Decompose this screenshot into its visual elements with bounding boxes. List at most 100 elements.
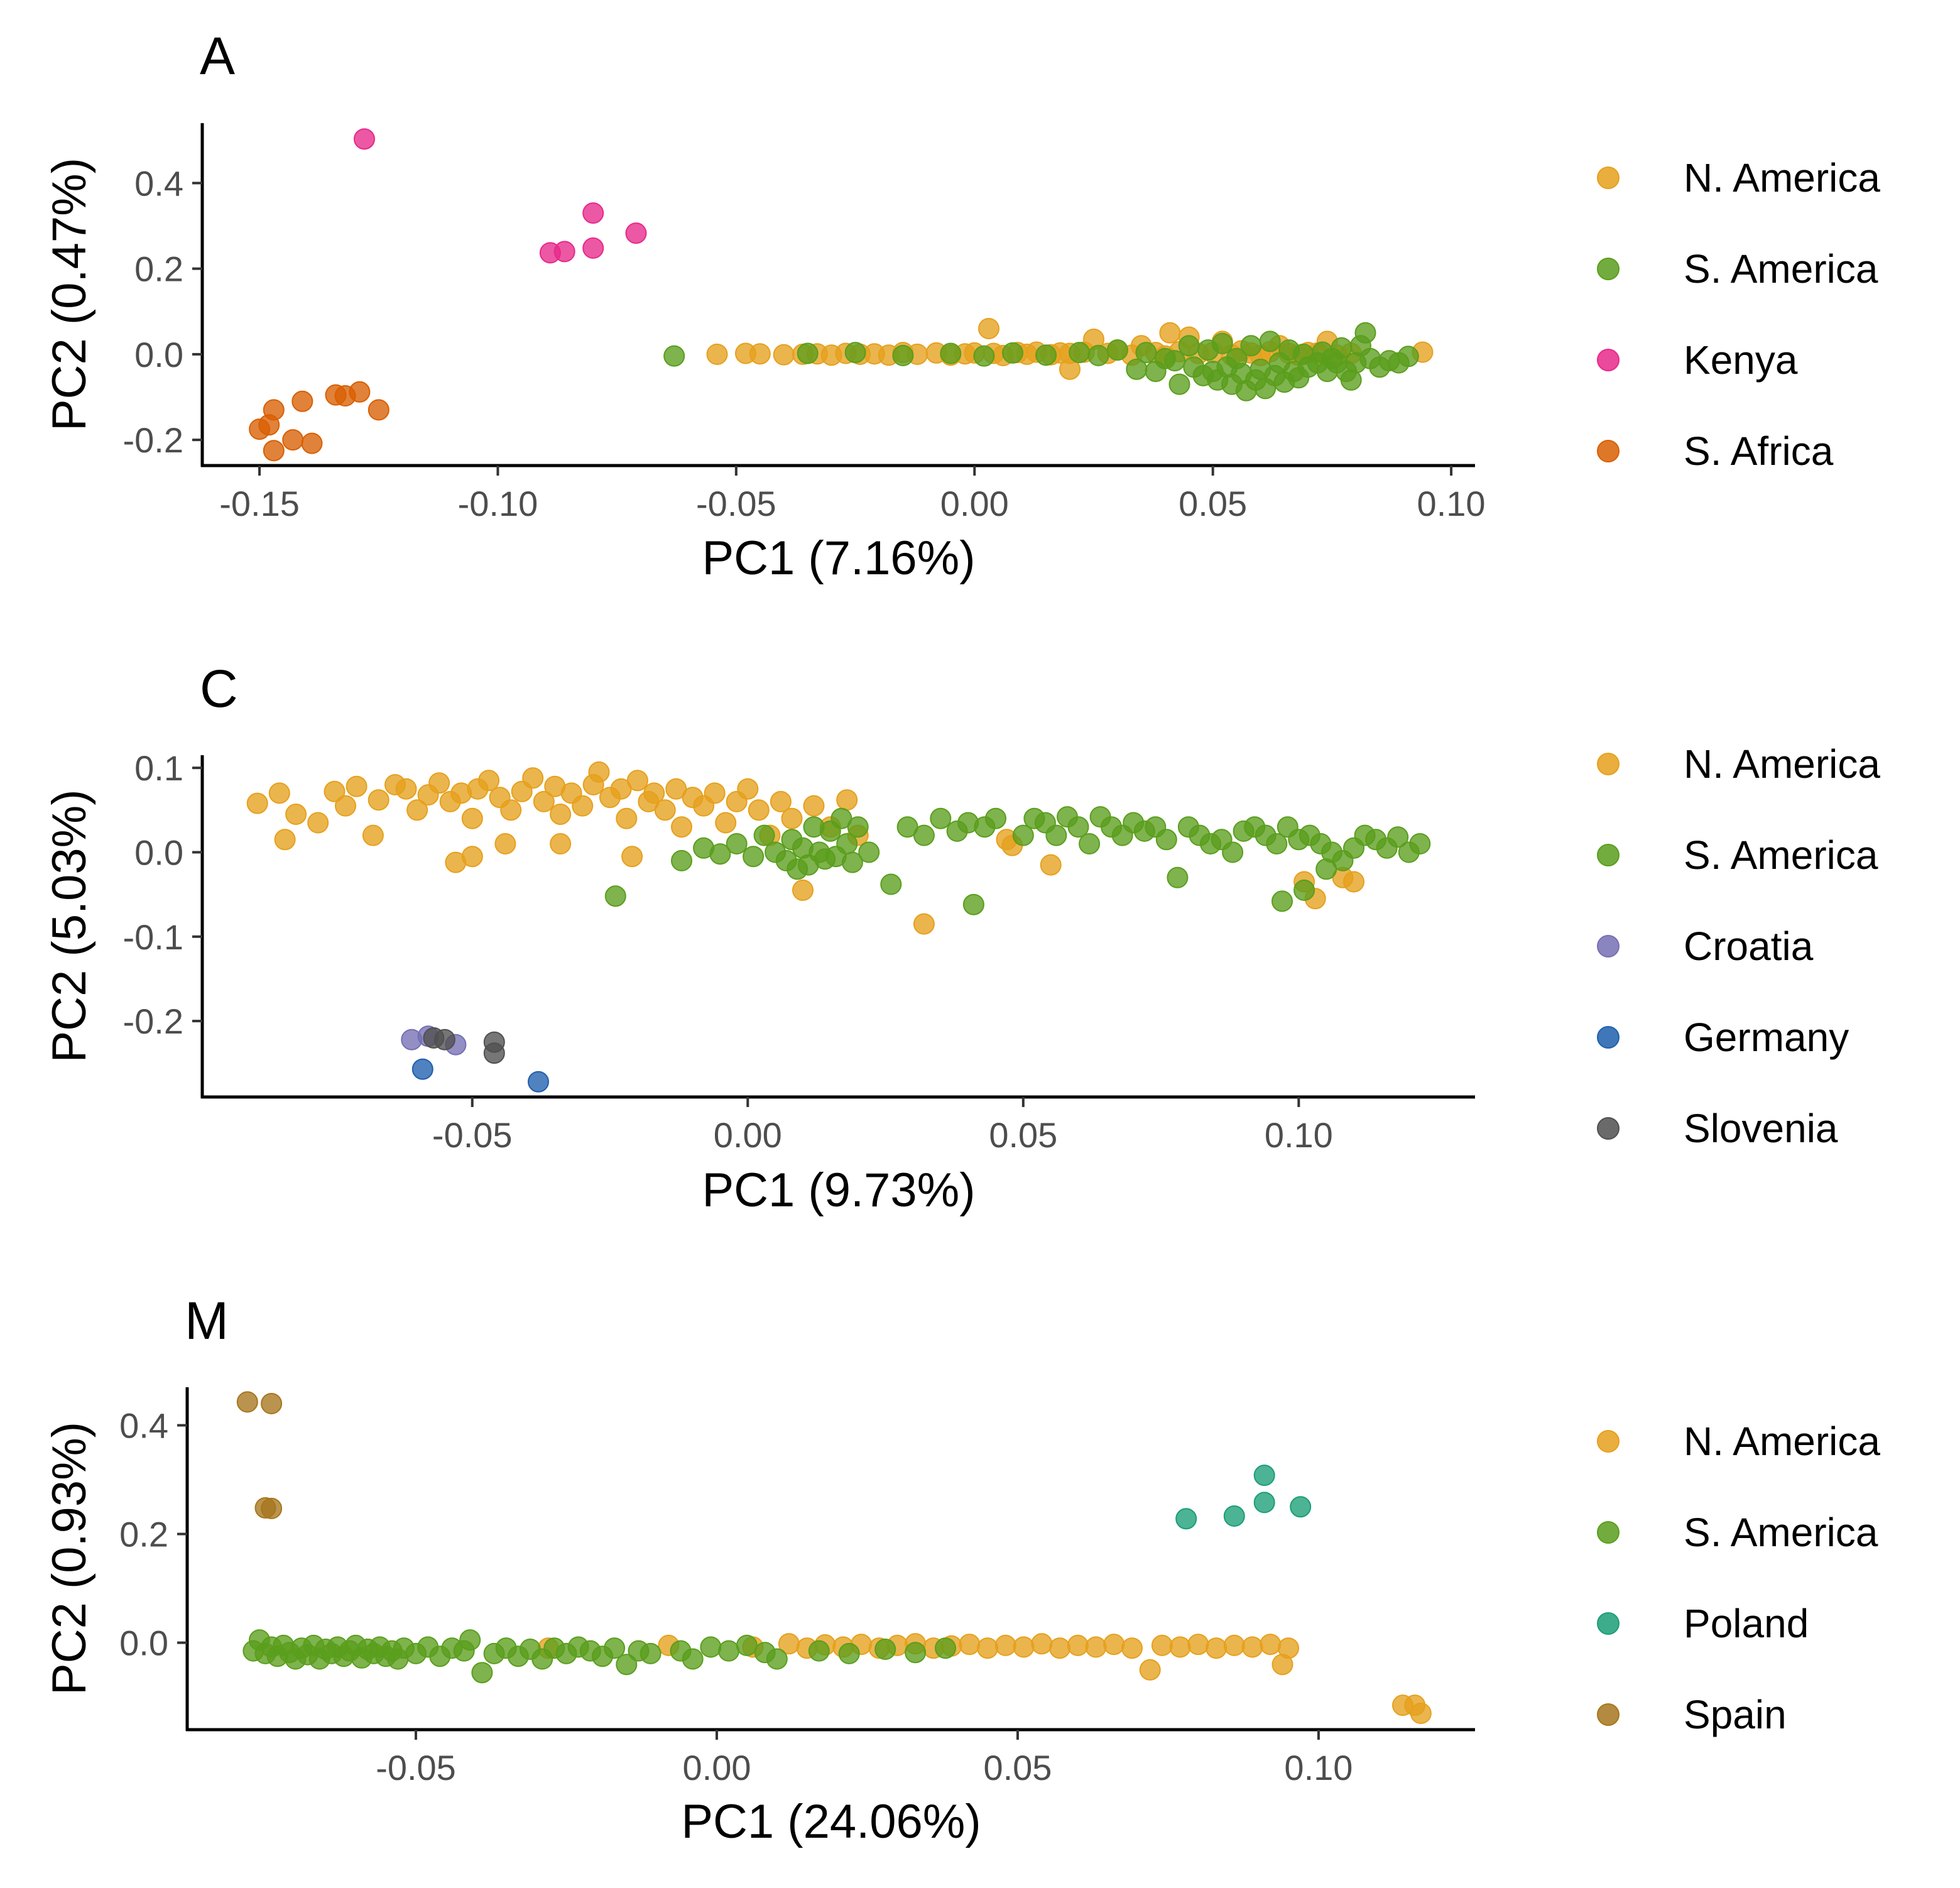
- data-point: [1331, 337, 1353, 359]
- data-point: [282, 429, 304, 451]
- data-point: [1169, 1636, 1191, 1658]
- data-point: [582, 237, 604, 259]
- data-point: [715, 812, 737, 834]
- x-tick-label: 0.00: [682, 1748, 751, 1787]
- y-tick-label: 0.4: [119, 1406, 168, 1446]
- legend-label: Slovenia: [1684, 1106, 1838, 1151]
- data-point: [1253, 1492, 1275, 1514]
- data-point: [1121, 1637, 1143, 1659]
- data-point: [704, 782, 726, 804]
- data-point: [847, 816, 869, 838]
- legend-key: [1597, 349, 1620, 371]
- data-point: [1293, 879, 1315, 901]
- data-point: [346, 775, 368, 797]
- data-point: [1049, 1637, 1070, 1659]
- legend-label: Germany: [1684, 1015, 1849, 1060]
- data-point: [1410, 1703, 1432, 1724]
- data-point: [962, 893, 984, 915]
- data-point: [977, 1637, 999, 1659]
- data-point: [1278, 1637, 1299, 1659]
- panel-m: M -0.05 0.00 0.05 0.10 0.0 0.2 0.4 PC1 (24.06%) P…: [43, 1291, 1880, 1848]
- data-point: [1002, 342, 1023, 364]
- data-point: [940, 342, 962, 364]
- data-point: [626, 770, 648, 792]
- legend-key: [1597, 166, 1620, 189]
- data-point: [1031, 1633, 1053, 1655]
- legend-label: S. America: [1684, 1510, 1878, 1555]
- points-layer: [236, 1391, 1432, 1724]
- panel-letter: C: [200, 659, 238, 718]
- data-point: [978, 318, 999, 339]
- data-point: [748, 799, 770, 821]
- points-layer: [249, 128, 1434, 462]
- x-tick-label: -0.05: [432, 1115, 513, 1155]
- data-point: [654, 799, 676, 821]
- panel-c: C -0.05 0.00 0.05 0.10 -0.2 -0.1 0.0 0.1 PC1 (9.7…: [43, 659, 1880, 1217]
- legend-label: S. America: [1684, 246, 1878, 292]
- data-point: [1240, 335, 1262, 357]
- y-axis-title: PC2 (0.93%): [43, 1422, 96, 1695]
- legend-key: [1597, 935, 1620, 958]
- y-tick-label: 0.4: [134, 163, 183, 203]
- legend-label: S. Africa: [1684, 428, 1834, 474]
- legend-key: [1597, 440, 1620, 462]
- data-point: [236, 1391, 258, 1413]
- data-point: [836, 789, 858, 811]
- data-point: [743, 846, 765, 868]
- data-point: [718, 1640, 740, 1662]
- y-tick-label: -0.2: [123, 420, 184, 460]
- data-point: [1069, 342, 1091, 364]
- data-point: [874, 1639, 896, 1660]
- data-point: [959, 1634, 981, 1656]
- data-point: [1012, 824, 1034, 846]
- data-point: [766, 1648, 788, 1670]
- y-tick-label: 0.0: [134, 335, 183, 374]
- data-point: [1035, 344, 1057, 366]
- data-point: [604, 1637, 626, 1659]
- data-point: [1409, 833, 1431, 854]
- data-point: [539, 242, 561, 264]
- x-axis-title: PC1 (24.06%): [681, 1795, 981, 1848]
- data-point: [550, 833, 572, 854]
- data-point: [1206, 1637, 1228, 1659]
- data-point: [1067, 816, 1089, 838]
- data-point: [459, 1629, 481, 1651]
- data-point: [913, 824, 935, 846]
- data-point: [285, 804, 307, 825]
- legend-key: [1597, 1117, 1620, 1140]
- data-point: [1040, 854, 1062, 876]
- data-point: [1079, 833, 1101, 854]
- data-point: [1260, 1634, 1282, 1656]
- data-point: [880, 873, 902, 895]
- data-point: [773, 344, 795, 366]
- legend: N. America S. America Poland Spain: [1597, 1419, 1880, 1737]
- x-tick-label: 0.00: [940, 484, 1009, 523]
- x-tick-label: 0.05: [1179, 484, 1247, 523]
- data-point: [1155, 829, 1177, 851]
- legend-label: N. America: [1684, 155, 1880, 200]
- y-tick-label: 0.0: [134, 832, 183, 872]
- data-point: [461, 807, 483, 829]
- data-point: [621, 846, 643, 868]
- data-point: [905, 1642, 927, 1664]
- data-point: [1397, 346, 1419, 368]
- data-point: [643, 782, 665, 804]
- data-point: [274, 829, 296, 851]
- data-point: [700, 1636, 722, 1658]
- data-point: [625, 222, 647, 244]
- data-point: [1085, 1636, 1107, 1658]
- panel-a: A -0.15 -0.10 -0.05 0.00 0.05 0.10 -0.2 0.0 0.2 0.…: [43, 26, 1880, 585]
- data-point: [1222, 841, 1244, 863]
- data-point: [471, 1662, 493, 1684]
- data-point: [640, 1642, 662, 1664]
- data-point: [1103, 1634, 1125, 1656]
- y-tick-label: -0.1: [123, 917, 184, 957]
- data-point: [1167, 866, 1189, 888]
- legend-key: [1597, 1612, 1620, 1635]
- data-point: [994, 1634, 1016, 1656]
- data-point: [803, 795, 825, 817]
- data-point: [808, 1640, 830, 1662]
- data-point: [1045, 824, 1067, 846]
